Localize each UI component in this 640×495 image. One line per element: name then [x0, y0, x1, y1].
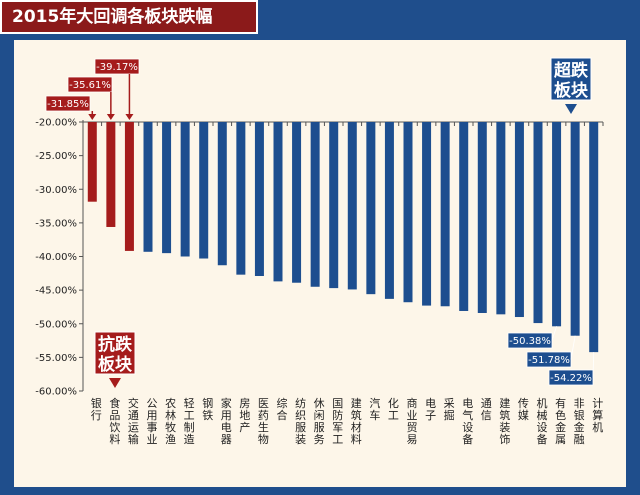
callout-resilient-arrow	[109, 378, 121, 388]
callout-resilient-line2: 板块	[98, 354, 133, 375]
bar	[87, 122, 97, 202]
bar	[273, 122, 283, 282]
bar	[310, 122, 320, 287]
y-tick-label: -45.00%	[35, 286, 77, 297]
bar	[347, 122, 357, 290]
bar	[514, 122, 524, 318]
bar	[533, 122, 543, 324]
data-label: -39.17%	[96, 62, 138, 73]
y-tick-label: -25.00%	[35, 151, 77, 162]
data-label: -51.78%	[528, 355, 570, 366]
bar	[552, 122, 562, 327]
bar	[180, 122, 190, 257]
category-label: 纺织服装	[295, 396, 306, 446]
category-label: 化工	[388, 396, 399, 422]
bar	[477, 122, 487, 313]
category-label: 电子	[425, 397, 436, 422]
bar	[292, 122, 302, 283]
data-label-box	[67, 76, 113, 93]
category-label: 采掘	[444, 397, 455, 422]
data-label: -35.61%	[69, 80, 111, 91]
bar	[440, 122, 450, 307]
callout-oversold-arrow	[565, 104, 577, 114]
bar	[143, 122, 153, 252]
category-label: 建筑装饰	[499, 396, 510, 446]
y-tick-label: -40.00%	[35, 252, 77, 263]
data-label-box	[45, 95, 91, 112]
bar	[162, 122, 172, 254]
bar	[366, 122, 376, 295]
callout-oversold-box	[550, 57, 592, 101]
category-label: 公用事业	[147, 397, 158, 446]
category-label: 农林牧渔	[165, 396, 176, 446]
y-tick-label: -35.00%	[35, 218, 77, 229]
category-label: 轻工制造	[184, 396, 195, 446]
category-label: 商业贸易	[407, 396, 418, 446]
data-label: -54.22%	[550, 373, 592, 384]
category-label: 非银金融	[574, 397, 585, 446]
category-label: 食品饮料	[109, 396, 120, 446]
y-tick-label: -20.00%	[35, 118, 77, 129]
y-tick-label: -60.00%	[35, 387, 77, 398]
bar	[254, 122, 264, 277]
data-label-leader	[570, 335, 576, 360]
category-label: 有色金属	[555, 396, 566, 446]
category-label: 医药生物	[258, 397, 269, 446]
bar	[459, 122, 469, 311]
bar	[403, 122, 413, 303]
data-label-box	[94, 58, 140, 75]
category-label: 银行	[91, 396, 102, 422]
bar	[236, 122, 246, 275]
bar	[422, 122, 432, 306]
callout-resilient-line1: 抗跌	[98, 334, 133, 355]
callout-oversold-line2: 板块	[554, 80, 589, 101]
category-label: 钢铁	[202, 397, 213, 422]
category-label: 交通运输	[128, 396, 139, 446]
chart-panel	[14, 40, 626, 487]
category-label: 家用电器	[221, 396, 232, 446]
bar	[589, 122, 599, 353]
category-label: 机械设备	[537, 396, 548, 446]
category-label: 房地产	[239, 397, 250, 434]
bar	[570, 122, 580, 336]
category-label: 电气设备	[462, 397, 473, 446]
callout-resilient-box	[94, 331, 136, 375]
category-label: 通信	[481, 397, 492, 422]
leader-arrowhead	[125, 114, 134, 120]
bar	[106, 122, 116, 227]
y-tick-label: -55.00%	[35, 353, 77, 364]
category-label: 休闲服务	[314, 397, 325, 446]
bar	[496, 122, 506, 315]
bar	[329, 122, 339, 289]
bar	[384, 122, 394, 299]
y-tick-label: -30.00%	[35, 185, 77, 196]
data-label-leader	[551, 326, 557, 341]
bar	[124, 122, 134, 251]
bar	[217, 122, 227, 266]
category-label: 国防军工	[332, 397, 343, 446]
leader-arrowhead	[106, 114, 115, 120]
bar	[199, 122, 209, 259]
category-label: 建筑材料	[351, 396, 362, 446]
data-label-leader	[592, 352, 595, 378]
y-tick-label: -50.00%	[35, 319, 77, 330]
leader-arrowhead	[88, 114, 97, 120]
callout-oversold-line1: 超跌	[554, 60, 589, 81]
category-label: 汽车	[369, 396, 380, 422]
category-label: 计算机	[592, 397, 603, 434]
data-label: -31.85%	[47, 99, 89, 110]
category-label: 综合	[277, 396, 288, 422]
chart-title: 2015年大回调各板块跌幅	[0, 0, 258, 34]
data-label: -50.38%	[509, 336, 551, 347]
category-label: 传媒	[518, 397, 529, 422]
